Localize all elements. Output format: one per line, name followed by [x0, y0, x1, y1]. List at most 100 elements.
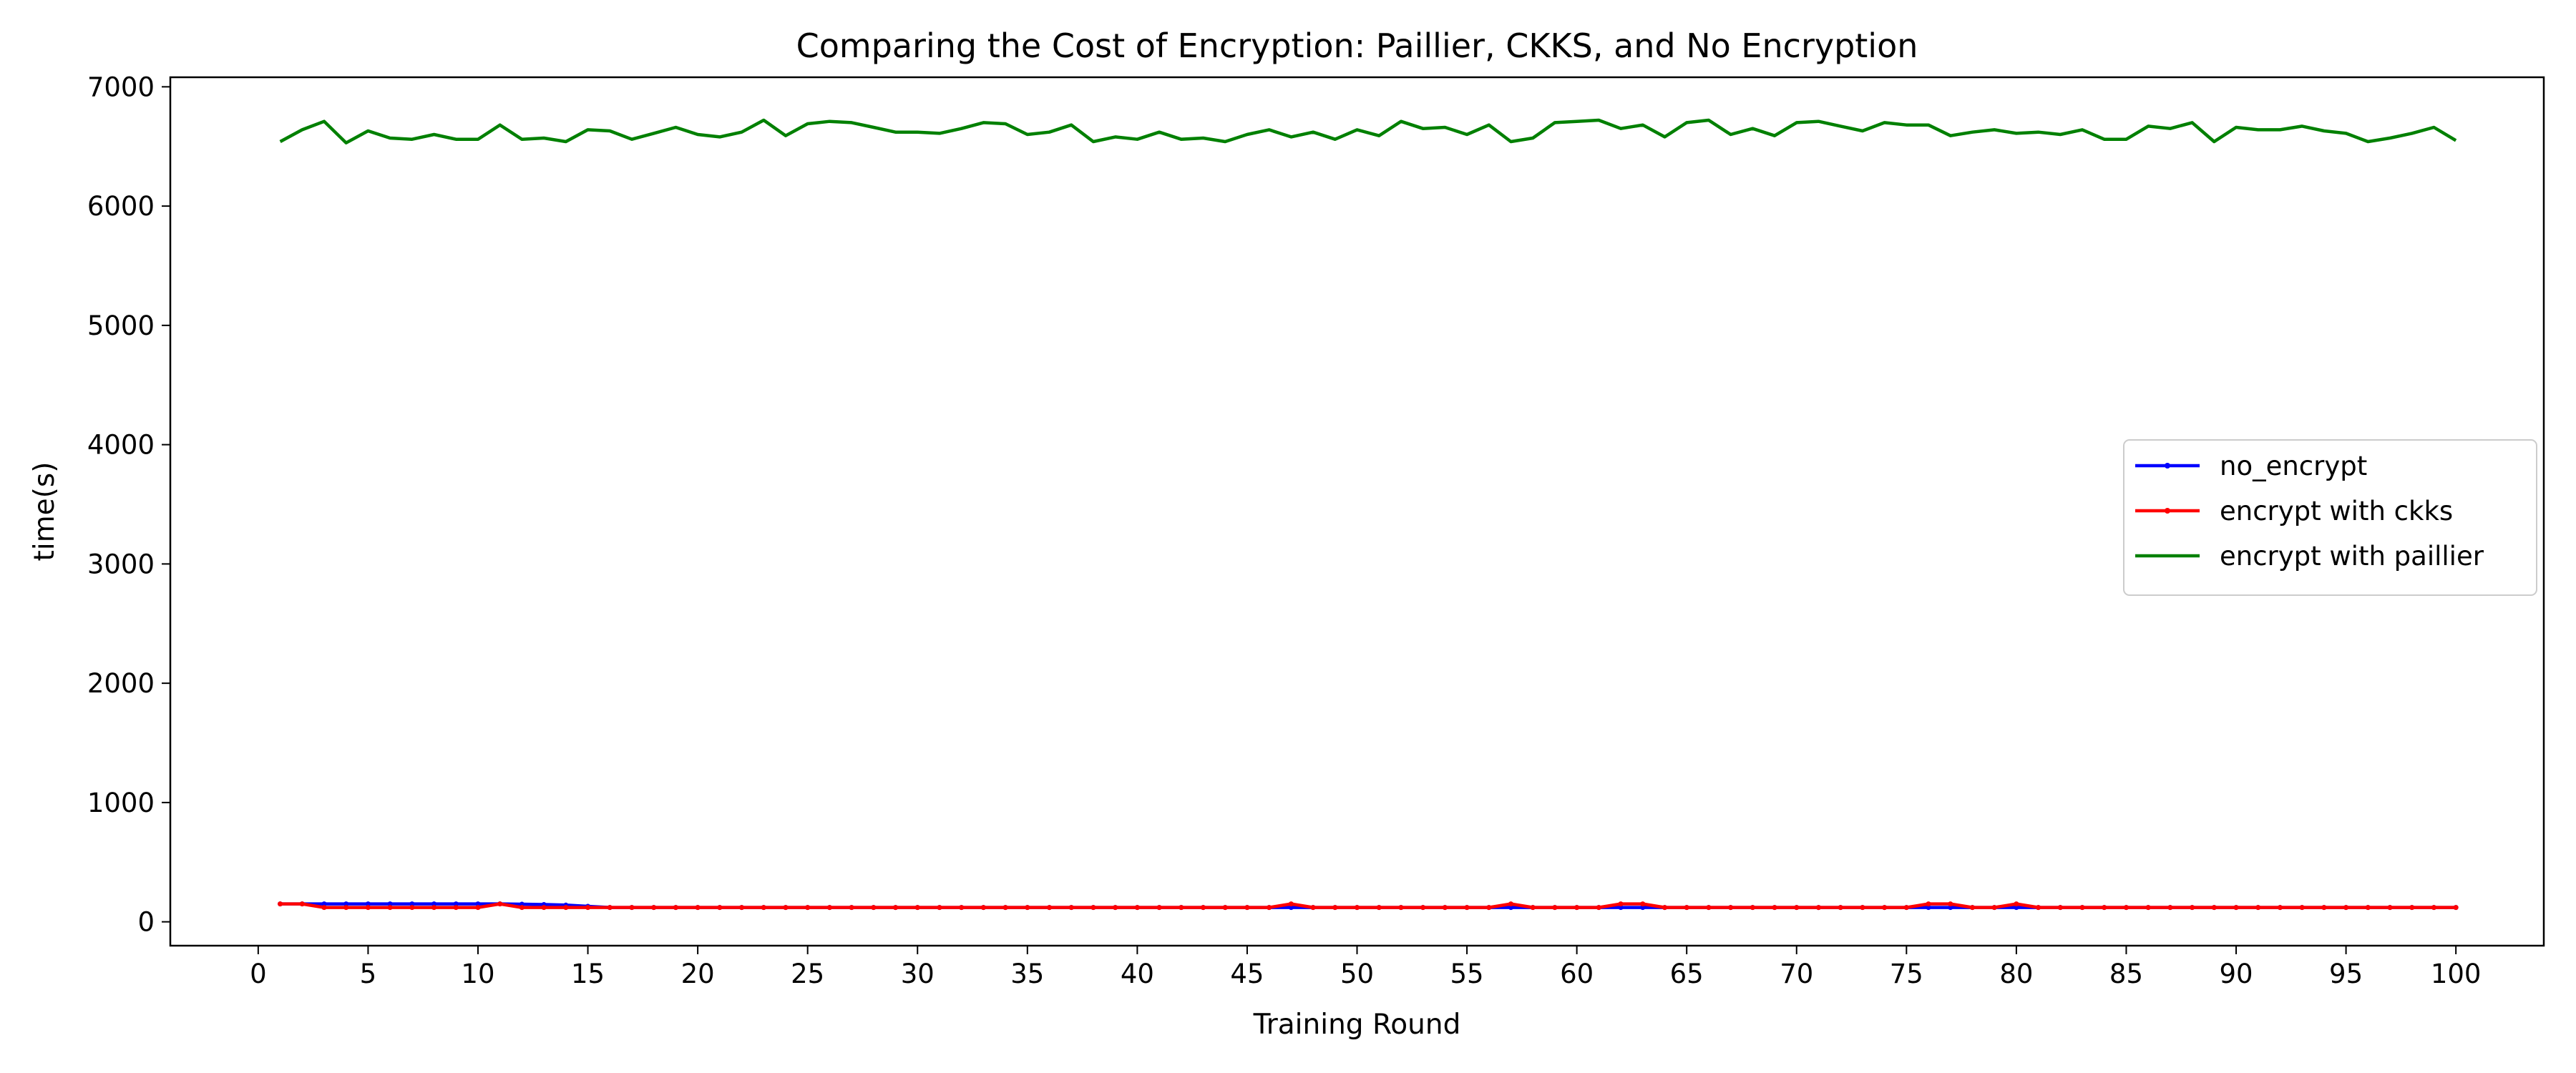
data-point-encrypt-with-ckks	[1244, 905, 1250, 911]
x-tick-label: 5	[360, 959, 377, 989]
data-point-encrypt-with-ckks	[2190, 905, 2195, 911]
data-point-encrypt-with-ckks	[1991, 905, 1997, 911]
x-tick-label: 55	[1450, 959, 1484, 989]
data-point-encrypt-with-ckks	[826, 905, 832, 911]
data-point-encrypt-with-ckks	[1684, 905, 1689, 911]
data-point-encrypt-with-ckks	[959, 905, 965, 911]
data-point-encrypt-with-ckks	[2299, 905, 2305, 911]
data-point-encrypt-with-ckks	[1574, 905, 1580, 911]
y-tick-label: 7000	[87, 72, 155, 102]
data-point-encrypt-with-ckks	[2036, 905, 2041, 911]
data-point-encrypt-with-ckks	[497, 901, 503, 907]
x-tick-label: 85	[2109, 959, 2143, 989]
data-point-encrypt-with-ckks	[585, 905, 591, 911]
y-tick-label: 6000	[87, 191, 155, 222]
data-point-encrypt-with-ckks	[1926, 901, 1931, 907]
data-point-encrypt-with-ckks	[2365, 905, 2371, 911]
data-point-encrypt-with-ckks	[2277, 905, 2283, 911]
data-point-encrypt-with-ckks	[409, 905, 415, 911]
data-point-encrypt-with-ckks	[2079, 905, 2085, 911]
data-point-encrypt-with-ckks	[1179, 905, 1184, 911]
x-tick-label: 45	[1230, 959, 1264, 989]
data-point-encrypt-with-ckks	[1794, 905, 1800, 911]
data-point-encrypt-with-ckks	[1267, 905, 1272, 911]
data-point-encrypt-with-ckks	[1201, 905, 1206, 911]
data-point-encrypt-with-ckks	[475, 905, 481, 911]
data-point-encrypt-with-ckks	[1002, 905, 1008, 911]
data-point-encrypt-with-ckks	[563, 905, 569, 911]
x-tick-label: 40	[1121, 959, 1154, 989]
data-point-encrypt-with-ckks	[2343, 905, 2349, 911]
y-tick-label: 1000	[87, 788, 155, 818]
data-point-encrypt-with-ckks	[1486, 905, 1492, 911]
data-point-encrypt-with-ckks	[2387, 905, 2393, 911]
data-point-no-encrypt	[453, 901, 459, 907]
x-tick-label: 35	[1010, 959, 1044, 989]
plot-frame	[169, 76, 2545, 947]
x-tick-label: 25	[791, 959, 824, 989]
data-point-encrypt-with-ckks	[2057, 905, 2063, 911]
data-point-encrypt-with-ckks	[343, 905, 349, 911]
data-point-encrypt-with-ckks	[783, 905, 789, 911]
data-point-encrypt-with-ckks	[2409, 905, 2415, 911]
data-point-encrypt-with-ckks	[278, 901, 283, 907]
data-point-encrypt-with-ckks	[1530, 905, 1536, 911]
x-tick-label: 70	[1780, 959, 1813, 989]
data-point-encrypt-with-ckks	[1508, 901, 1513, 907]
x-tick-label: 30	[901, 959, 935, 989]
data-point-encrypt-with-ckks	[2167, 905, 2173, 911]
y-tick-label: 2000	[87, 668, 155, 699]
data-point-no-encrypt	[321, 901, 327, 907]
data-point-encrypt-with-ckks	[849, 905, 854, 911]
x-tick-label: 50	[1340, 959, 1374, 989]
data-point-encrypt-with-ckks	[1398, 905, 1404, 911]
data-point-encrypt-with-ckks	[2014, 901, 2019, 907]
data-point-encrypt-with-ckks	[695, 905, 701, 911]
data-point-no-encrypt	[1948, 905, 1953, 911]
data-point-no-encrypt	[1508, 905, 1513, 911]
data-point-encrypt-with-ckks	[1903, 905, 1909, 911]
data-point-encrypt-with-ckks	[739, 905, 745, 911]
data-point-encrypt-with-ckks	[717, 905, 723, 911]
data-point-no-encrypt	[1640, 905, 1646, 911]
x-tick-label: 15	[571, 959, 605, 989]
data-point-encrypt-with-ckks	[1025, 905, 1030, 911]
data-point-encrypt-with-ckks	[1091, 905, 1096, 911]
data-point-encrypt-with-ckks	[2102, 905, 2107, 911]
data-point-encrypt-with-ckks	[1728, 905, 1734, 911]
data-point-encrypt-with-ckks	[805, 905, 811, 911]
data-point-encrypt-with-ckks	[937, 905, 942, 911]
data-point-encrypt-with-ckks	[651, 905, 657, 911]
data-point-encrypt-with-ckks	[453, 905, 459, 911]
x-tick-label: 65	[1670, 959, 1704, 989]
data-point-encrypt-with-ckks	[1047, 905, 1053, 911]
data-point-encrypt-with-ckks	[629, 905, 635, 911]
data-point-encrypt-with-ckks	[1442, 905, 1448, 911]
data-point-encrypt-with-ckks	[1068, 905, 1074, 911]
data-point-encrypt-with-ckks	[1420, 905, 1426, 911]
x-tick-label: 100	[2431, 959, 2482, 989]
data-point-encrypt-with-ckks	[1552, 905, 1558, 911]
data-point-encrypt-with-ckks	[1113, 905, 1118, 911]
data-point-encrypt-with-ckks	[1618, 901, 1624, 907]
data-point-encrypt-with-ckks	[1750, 905, 1755, 911]
data-point-encrypt-with-ckks	[1640, 901, 1646, 907]
data-point-encrypt-with-ckks	[431, 905, 437, 911]
legend-label-encrypt-with-paillier: encrypt with paillier	[2220, 541, 2484, 572]
x-tick-label: 95	[2329, 959, 2363, 989]
legend-label-no-encrypt: no_encrypt	[2220, 451, 2367, 481]
data-point-encrypt-with-ckks	[299, 901, 305, 907]
data-point-encrypt-with-ckks	[1464, 905, 1470, 911]
series-line-encrypt-with-paillier	[279, 118, 2457, 144]
data-point-no-encrypt	[1618, 905, 1624, 911]
data-point-encrypt-with-ckks	[387, 905, 393, 911]
data-point-encrypt-with-ckks	[1815, 905, 1821, 911]
data-point-encrypt-with-ckks	[2431, 905, 2436, 911]
data-point-encrypt-with-ckks	[1156, 905, 1162, 911]
y-tick-label: 5000	[87, 310, 155, 341]
data-point-encrypt-with-ckks	[2145, 905, 2151, 911]
data-point-encrypt-with-ckks	[1222, 905, 1228, 911]
data-point-encrypt-with-ckks	[893, 905, 899, 911]
